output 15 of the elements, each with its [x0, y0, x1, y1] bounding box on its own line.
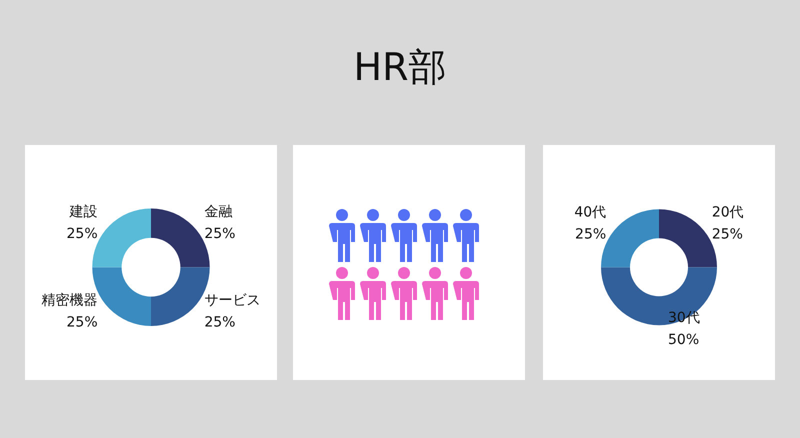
slice-label: 40代 [574, 204, 606, 220]
text: HR部 [352, 44, 448, 91]
data-label: 50% [668, 332, 700, 348]
slice-label: 精密機器 [42, 292, 98, 309]
slice-label: 30代 [668, 310, 700, 326]
data-label: 25% [712, 226, 743, 242]
slice-label: サービス [204, 292, 260, 309]
data-label: 25% [204, 314, 236, 331]
data-label: 25% [66, 226, 98, 242]
slice-label: 建設 [68, 204, 98, 220]
data-label: 25% [66, 314, 98, 331]
slice-label: 20代 [712, 204, 744, 220]
data-label: 25% [575, 226, 606, 242]
data-label: 25% [204, 226, 236, 242]
slice-label: 金融 [204, 204, 232, 220]
